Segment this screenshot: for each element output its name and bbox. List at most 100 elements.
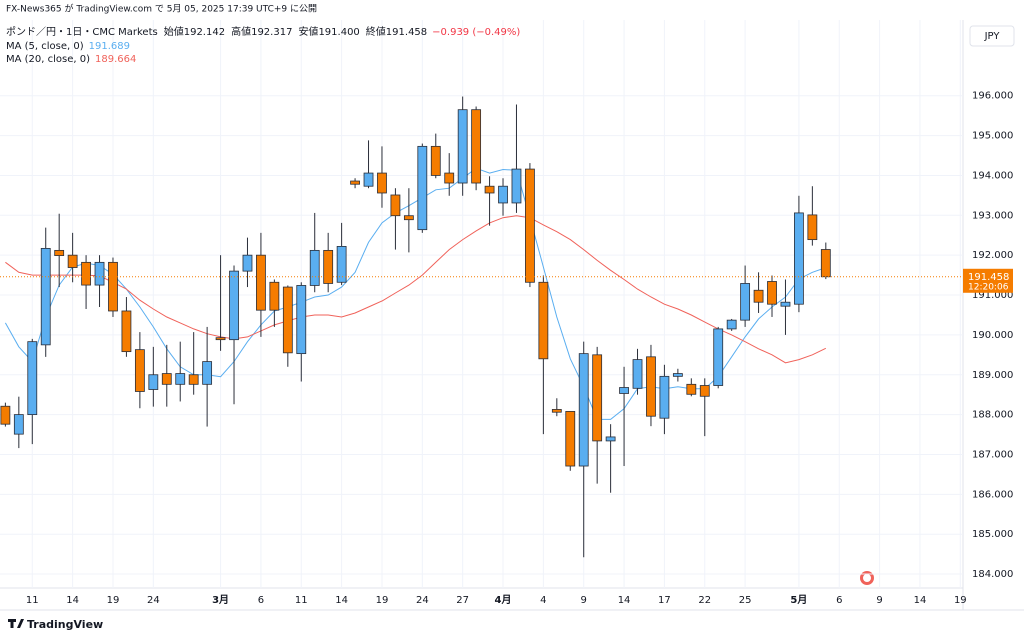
candle-body: [377, 172, 387, 194]
y-tick-label: 190.000: [972, 330, 1013, 341]
x-tick-label: 9: [876, 595, 882, 606]
price-tag-countdown: 12:20:06: [968, 282, 1009, 292]
candle-body: [417, 145, 428, 231]
x-tick-label: 14: [335, 595, 348, 606]
candle-body: [498, 185, 508, 204]
candle-body: [565, 411, 576, 467]
candle-body: [215, 337, 226, 341]
candle-body: [229, 270, 239, 341]
ma-legend: MA (20, close, 0) 189.664: [6, 54, 136, 65]
candle-body: [175, 373, 186, 385]
logo-text: TradingView: [27, 618, 103, 631]
ohlc-value: 192.142: [184, 27, 225, 38]
x-tick-label: 17: [658, 595, 671, 606]
x-tick-label: 14: [914, 595, 927, 606]
candle-body: [81, 261, 91, 286]
x-tick-label: 9: [581, 595, 587, 606]
candle-body: [794, 212, 804, 305]
candle-body: [471, 109, 482, 184]
price-tag-value: 191.458: [968, 272, 1009, 283]
candle-body: [256, 254, 266, 311]
candle-body: [363, 172, 374, 187]
y-tick-label: 195.000: [972, 131, 1013, 142]
y-tick-label: 185.000: [972, 529, 1013, 540]
y-tick-label: 189.000: [972, 370, 1013, 381]
candle-body: [336, 246, 347, 283]
candle-body: [188, 374, 199, 385]
candle-body: [457, 109, 468, 184]
ohlc-value: 191.400: [318, 27, 359, 38]
ohlc-label: 終値: [366, 25, 386, 38]
candle-body: [444, 172, 455, 184]
currency[interactable]: JPY: [984, 31, 1001, 42]
candle-body: [430, 145, 441, 176]
candle-body: [148, 374, 159, 390]
ohlc-value: 191.458: [386, 27, 427, 38]
x-tick-label: 19: [107, 595, 120, 606]
candle-body: [94, 261, 105, 286]
ohlc-label: 始値: [164, 25, 184, 38]
candle-body: [551, 409, 562, 413]
x-tick-label: 22: [698, 595, 711, 606]
candle-body: [726, 319, 737, 330]
y-tick-label: 188.000: [972, 410, 1013, 421]
candle-body: [242, 254, 253, 272]
candle-body: [40, 247, 51, 346]
y-tick-label: 184.000: [972, 569, 1013, 580]
candle-body: [282, 286, 293, 354]
symbol-name: ポンド／円・1日・CMC Markets: [6, 26, 158, 38]
candle-body: [323, 249, 334, 284]
y-tick-label: 187.000: [972, 449, 1013, 460]
candle-body: [27, 341, 38, 416]
x-tick-label: 4: [540, 595, 546, 606]
candle-body: [807, 214, 818, 241]
candle-body: [605, 436, 616, 442]
ohlc-value: 192.317: [251, 27, 292, 38]
y-tick-label: 191.000: [972, 290, 1013, 301]
candle-body: [121, 310, 132, 353]
candle-body: [108, 261, 118, 312]
candle-body: [659, 375, 670, 419]
candle-body: [0, 405, 11, 425]
legend-value: 191.689: [89, 41, 130, 52]
candle-body: [753, 289, 764, 303]
candle-body: [269, 281, 280, 311]
x-tick-label: 6: [258, 595, 264, 606]
logo[interactable]: TradingView: [8, 618, 103, 631]
candle-body: [13, 414, 24, 435]
x-tick-label: 19: [954, 595, 967, 606]
candle-body: [484, 185, 495, 194]
event-icon-inner: [863, 574, 871, 582]
candle-body: [740, 283, 751, 321]
y-tick-label: 196.000: [972, 91, 1013, 102]
candle-body: [67, 254, 78, 268]
x-tick-label: 3月: [212, 594, 229, 606]
candle-body: [538, 281, 549, 360]
ohlc-label: 安値: [298, 25, 318, 38]
ma-legend: MA (5, close, 0) 191.689: [6, 41, 130, 52]
candle-body: [820, 249, 831, 278]
symbol-title: ポンド／円・1日・CMC Markets 始値192.142 高値192.317 安値…: [6, 25, 520, 38]
change: −0.939 (−0.49%): [432, 27, 520, 38]
candle-body: [672, 373, 683, 377]
legend-name: MA (5, close, 0): [6, 41, 84, 52]
candle-body: [309, 249, 320, 286]
logo-mark: [8, 619, 24, 628]
candle-body: [780, 301, 791, 307]
candle-body: [578, 353, 589, 467]
candle-body: [54, 249, 65, 256]
candle-body: [713, 328, 724, 386]
candle-body: [202, 361, 213, 385]
x-tick-label: 25: [739, 595, 752, 606]
x-tick-label: 24: [416, 595, 429, 606]
x-tick-label: 4月: [495, 594, 512, 606]
x-tick-label: 6: [836, 595, 842, 606]
y-tick-label: 194.000: [972, 170, 1013, 181]
candle-body: [525, 168, 535, 283]
price-tag: [963, 268, 1013, 293]
candle-body: [632, 359, 643, 389]
x-tick-label: 19: [376, 595, 389, 606]
y-tick-label: 186.000: [972, 489, 1013, 500]
ohlc-label: 高値: [231, 25, 251, 38]
currency-box[interactable]: [969, 25, 1015, 47]
